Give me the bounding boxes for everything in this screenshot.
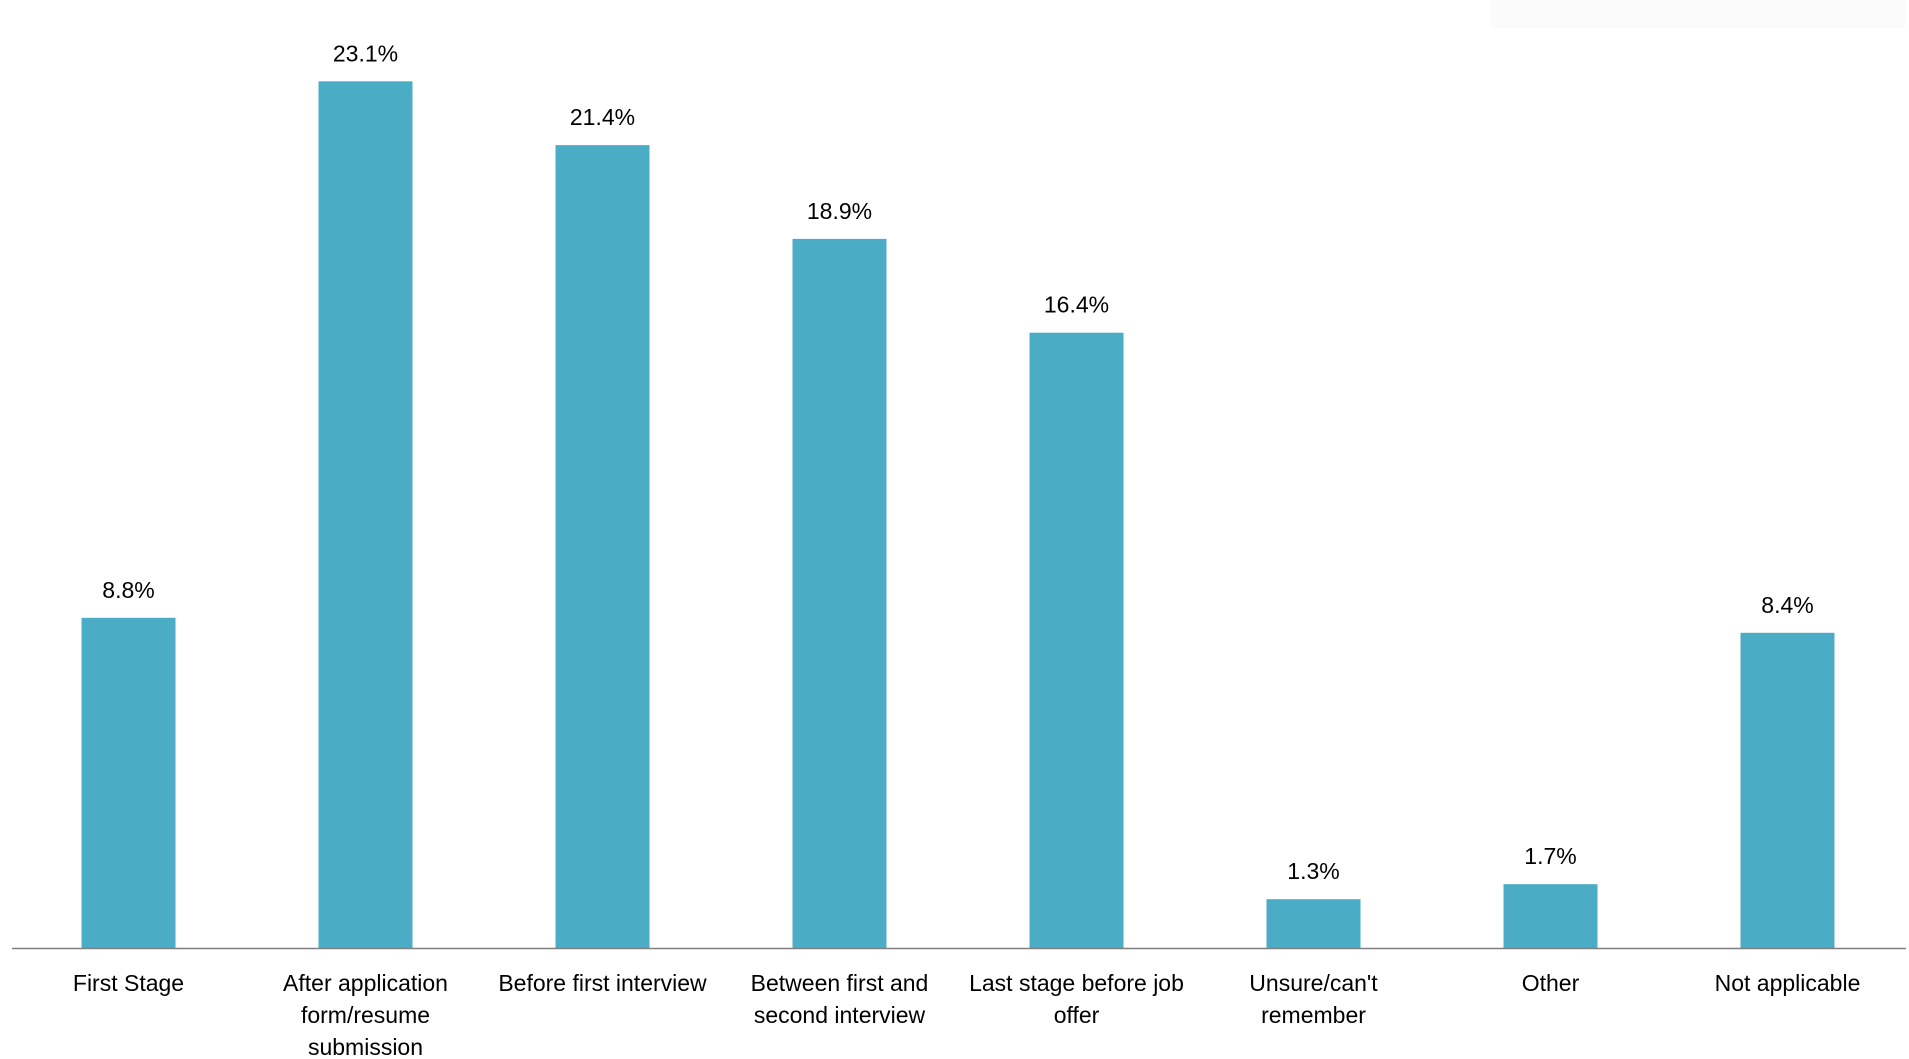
category-label-line: remember	[1261, 1002, 1366, 1028]
category-label-5: Last stage before job offer	[969, 970, 1184, 1028]
category-label-line: form/resume	[301, 1002, 430, 1028]
bar-7	[1503, 884, 1598, 948]
category-label-line: Other	[1522, 970, 1580, 996]
value-labels-layer: 8.8% 23.1% 21.4% 18.9% 16.4% 1.3% 1.7% 8.4%	[102, 40, 1813, 884]
category-label-line: Not applicable	[1715, 970, 1861, 996]
category-label-7: Other	[1522, 970, 1580, 996]
category-label-line: Before first interview	[498, 970, 707, 996]
category-label-line: Unsure/can't	[1249, 970, 1378, 996]
category-label-8: Not applicable	[1715, 970, 1861, 996]
category-label-line: Between first and	[751, 970, 929, 996]
category-label-4: Between first and second interview	[751, 970, 929, 1028]
bar-5	[1029, 332, 1124, 948]
bar-2	[318, 81, 413, 949]
category-label-3: Before first interview	[498, 970, 707, 996]
value-label-4: 18.9%	[807, 198, 872, 224]
value-label-3: 21.4%	[570, 104, 635, 130]
value-label-8: 8.4%	[1761, 592, 1813, 618]
category-label-line: First Stage	[73, 970, 184, 996]
value-label-2: 23.1%	[333, 40, 398, 66]
category-label-line: Last stage before job	[969, 970, 1184, 996]
category-label-line: submission	[308, 1034, 423, 1059]
bar-3	[555, 145, 650, 949]
category-label-6: Unsure/can't remember	[1249, 970, 1378, 1028]
bars-layer	[81, 81, 1835, 949]
value-label-1: 8.8%	[102, 577, 154, 603]
category-labels-layer: First Stage After application form/resume s…	[73, 970, 1860, 1059]
category-label-line: After application	[283, 970, 448, 996]
category-label-line: offer	[1054, 1002, 1100, 1028]
value-label-7: 1.7%	[1524, 843, 1576, 869]
value-label-6: 1.3%	[1287, 858, 1339, 884]
value-label-5: 16.4%	[1044, 292, 1109, 318]
bar-6	[1266, 899, 1361, 948]
bar-8	[1740, 632, 1835, 948]
bar-1	[81, 617, 176, 948]
top-right-background-box	[1490, 0, 1905, 28]
category-label-line: second interview	[754, 1002, 926, 1028]
bar-4	[792, 238, 887, 948]
category-label-2: After application form/resume submission	[283, 970, 448, 1059]
category-label-1: First Stage	[73, 970, 184, 996]
